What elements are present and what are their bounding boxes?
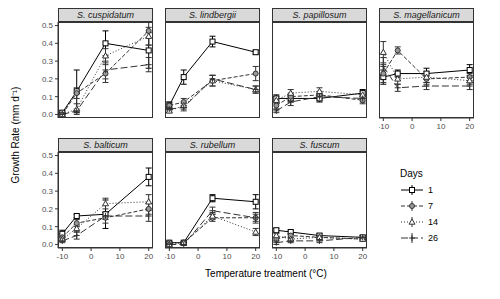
svg-text:-10: -10 — [379, 122, 390, 131]
svg-text:0.1: 0.1 — [42, 223, 54, 232]
svg-text:0.4: 0.4 — [42, 169, 54, 178]
svg-text:20: 20 — [251, 252, 260, 261]
html-text:S. rubellum: S. rubellum — [189, 140, 236, 150]
svg-text:0: 0 — [410, 122, 415, 131]
html-text:Temperature treatment (°C): Temperature treatment (°C) — [205, 268, 327, 279]
html-text:14: 14 — [428, 217, 438, 227]
html-text:S. cuspidatum: S. cuspidatum — [77, 10, 134, 20]
html-text:S. magellanicum: S. magellanicum — [393, 10, 460, 20]
html-text:26: 26 — [428, 233, 438, 243]
svg-text:0.4: 0.4 — [42, 39, 54, 48]
svg-text:10: 10 — [329, 252, 338, 261]
html-text:S. lindbergii: S. lindbergii — [189, 10, 236, 20]
html-text:S. papillosum: S. papillosum — [292, 10, 347, 20]
svg-text:0.1: 0.1 — [42, 93, 54, 102]
svg-text:10: 10 — [222, 252, 231, 261]
svg-text:20: 20 — [358, 252, 367, 261]
svg-text:10: 10 — [115, 252, 124, 261]
svg-text:-10: -10 — [57, 252, 69, 261]
svg-text:-10: -10 — [165, 252, 176, 261]
svg-text:0.2: 0.2 — [42, 75, 54, 84]
svg-text:20: 20 — [465, 122, 474, 131]
html-text:1: 1 — [428, 185, 433, 195]
svg-text:20: 20 — [144, 252, 153, 261]
html-text:S. fuscum: S. fuscum — [299, 140, 340, 150]
svg-text:0.5: 0.5 — [42, 22, 54, 30]
html-text:S. balticum: S. balticum — [83, 140, 128, 150]
svg-text:0.0: 0.0 — [42, 110, 54, 118]
html-text:Growth Rate (mm d⁻¹): Growth Rate (mm d⁻¹) — [10, 86, 21, 184]
svg-text:0.2: 0.2 — [42, 205, 54, 214]
html-text:7: 7 — [428, 201, 433, 211]
svg-text:0.3: 0.3 — [42, 57, 54, 66]
svg-text:0.0: 0.0 — [42, 240, 54, 249]
svg-text:0: 0 — [196, 252, 201, 261]
svg-text:-10: -10 — [272, 252, 283, 261]
svg-text:0: 0 — [303, 252, 308, 261]
svg-text:0: 0 — [89, 252, 94, 261]
html-text:Days: Days — [400, 168, 423, 179]
svg-text:0.3: 0.3 — [42, 187, 54, 196]
svg-text:0.5: 0.5 — [42, 152, 54, 160]
svg-text:10: 10 — [436, 122, 445, 131]
